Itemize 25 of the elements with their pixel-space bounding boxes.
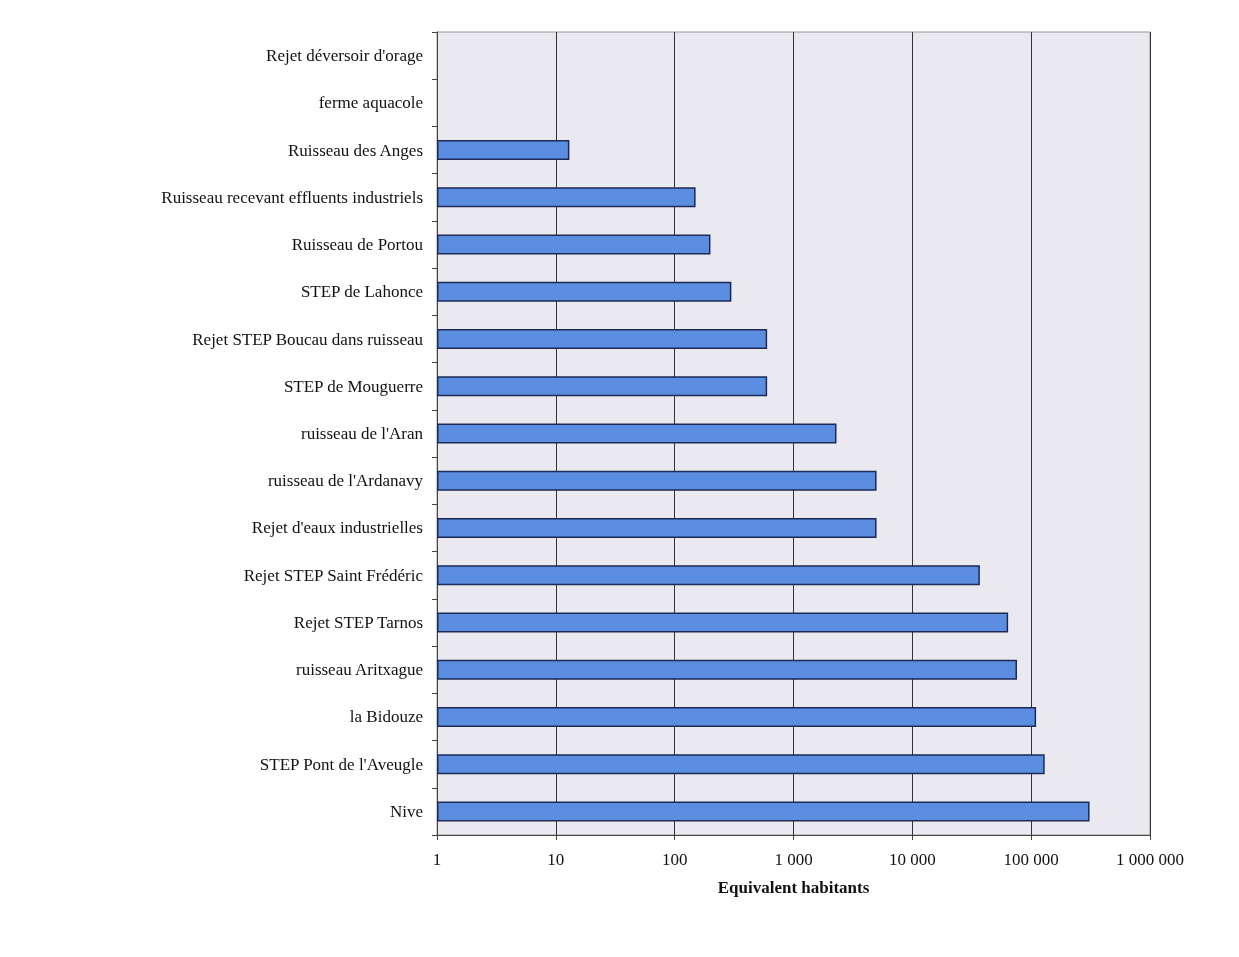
x-tick-label: 1 000 000 bbox=[1116, 850, 1184, 869]
x-tick-label: 100 bbox=[661, 850, 688, 869]
x-tick-label: 1 bbox=[432, 850, 442, 869]
y-tick-label: Rejet STEP Boucau dans ruisseau bbox=[192, 329, 424, 349]
y-tick-label: STEP de Mouguerre bbox=[283, 376, 423, 396]
x-axis-title: Equivalent habitants bbox=[717, 878, 870, 897]
y-tick-label: Rejet STEP Saint Frédéric bbox=[243, 565, 424, 585]
y-tick-label: la Bidouze bbox=[349, 707, 423, 727]
x-tick-label: 10 bbox=[547, 850, 565, 869]
y-tick-label: Rejet STEP Tarnos bbox=[293, 612, 423, 632]
y-tick-label: Ruisseau recevant effluents industriels bbox=[161, 187, 423, 207]
x-tick-label: 100 000 bbox=[1003, 850, 1059, 869]
y-tick-label: ruisseau de l'Ardanavy bbox=[267, 471, 424, 491]
y-tick-label: ruisseau Aritxague bbox=[296, 660, 423, 680]
x-tick-label: 1 000 bbox=[774, 850, 813, 869]
y-tick-label: Ruisseau de Portou bbox=[291, 235, 424, 255]
y-tick-label: Ruisseau des Anges bbox=[287, 140, 423, 160]
y-tick-label: Nive bbox=[389, 801, 423, 821]
y-tick-label: STEP de Lahonce bbox=[300, 282, 423, 302]
y-tick-label: Rejet d'eaux industrielles bbox=[251, 518, 423, 538]
y-tick-label: Rejet déversoir d'orage bbox=[266, 46, 423, 66]
x-tick-label: 10 000 bbox=[888, 850, 936, 869]
y-tick-label: ferme aquacole bbox=[318, 93, 423, 113]
y-tick-label: STEP Pont de l'Aveugle bbox=[259, 754, 423, 774]
y-tick-label: ruisseau de l'Aran bbox=[300, 424, 424, 443]
